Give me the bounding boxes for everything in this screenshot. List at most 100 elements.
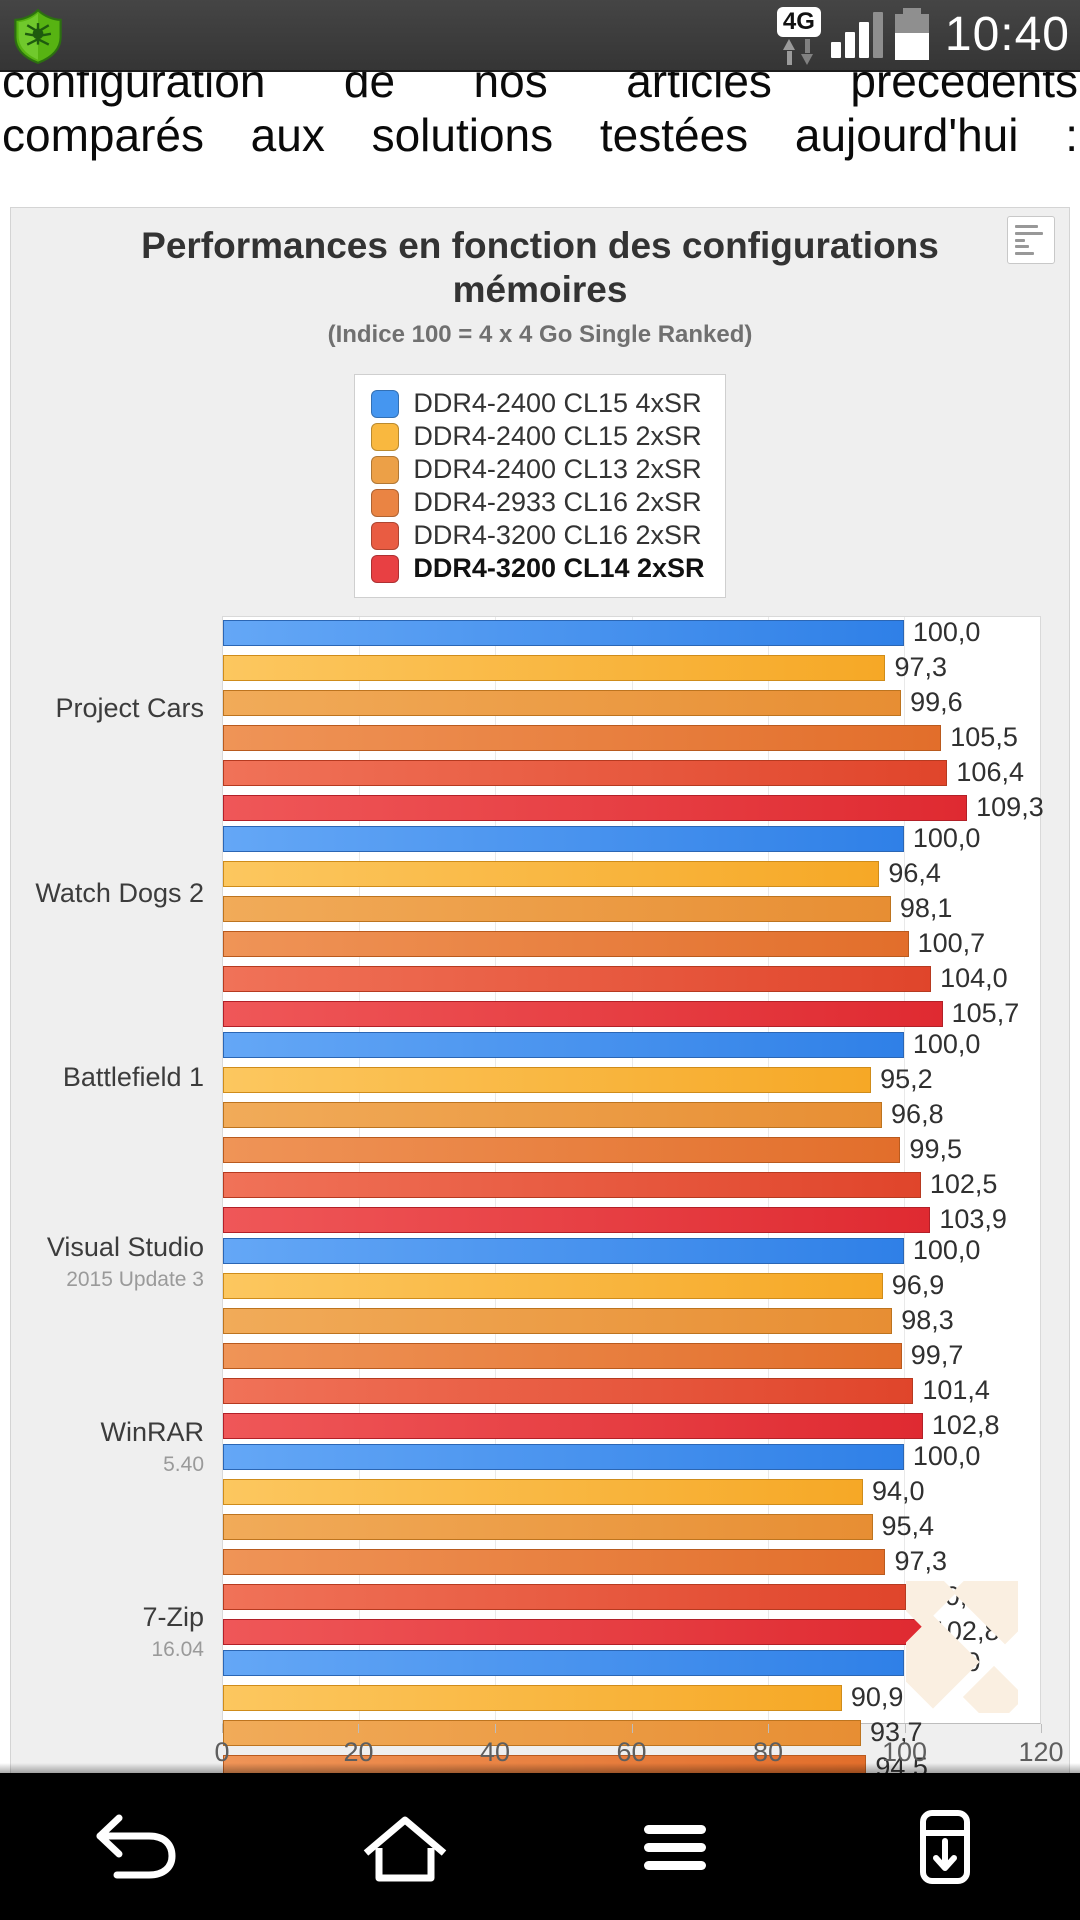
bar-row: 100,0 [223,1441,1040,1472]
bar [223,1377,914,1404]
bar-value-label: 100,7 [917,928,986,958]
category-name: Watch Dogs 2 [35,877,204,908]
x-axis-tick-label: 20 [343,1737,374,1767]
home-button[interactable] [325,1792,485,1902]
legend-item[interactable]: DDR4-2400 CL15 4xSR [371,387,704,420]
bar-group: 100,0 94,0 95,4 97,3 100,3 102,8 [223,1441,1040,1647]
bar-group: 100,0 96,4 98,1 100,7 104,0 105,7 [223,823,1040,1029]
category-name: Battlefield 1 [62,1062,204,1093]
category-name: Visual Studio [46,1232,204,1263]
category-subtitle: 5.40 [163,1453,204,1477]
x-axis-tick [631,1724,633,1733]
bar-value-label: 105,7 [951,998,1020,1028]
legend-swatch [371,455,400,484]
x-axis-tick-label: 0 [214,1737,230,1767]
bar [223,1583,906,1610]
bar-value-label: 106,4 [956,757,1024,787]
legend-swatch [371,422,400,451]
clock-time: 10:40 [944,8,1070,61]
legend-label: DDR4-3200 CL16 2xSR [413,520,702,550]
category-subtitle: 2015 Update 3 [66,1268,204,1292]
bar [223,794,968,821]
legend-item[interactable]: DDR4-3200 CL16 2xSR [371,519,704,552]
x-axis-tick-label: 80 [752,1737,784,1767]
legend-label: DDR4-2400 CL13 2xSR [413,454,702,484]
category-label: Visual Studio 2015 Update 3 [11,1170,222,1355]
bar-row: 99,7 [223,1340,1040,1371]
bar-value-label: 103,9 [939,1204,1007,1234]
gridline [631,617,633,1723]
back-icon [96,1814,176,1878]
bar [223,1031,904,1058]
category-name: 7-Zip [142,1601,204,1632]
bar-value-label: 100,0 [912,1235,981,1265]
bar-row: 103,9 [223,1204,1040,1235]
category-label: 7-Zip 16.04 [11,1539,222,1724]
bar-row: 96,4 [223,858,1040,889]
bar-group: 100,0 97,3 99,6 105,5 106,4 109,3 [223,617,1044,823]
bar-row: 100,0 [223,1235,1040,1266]
bar-row: 106,4 [223,757,1040,788]
x-axis-tick [494,1724,496,1733]
bar-value-label: 100,3 [914,1581,983,1611]
bar-row: 102,8 [223,1616,1040,1647]
bar-value-label: 100,0 [912,823,981,853]
bar-row: 100,0 [223,1029,1040,1060]
category-subtitle: 16.04 [151,1637,204,1661]
bar-groups: 100,0 97,3 99,6 105,5 106,4 109,3 100,0 96,4 98,… [223,617,1044,1852]
bar [223,825,904,852]
android-navigation-bar [0,1773,1080,1920]
bar [223,1307,893,1334]
menu-button[interactable] [595,1792,755,1902]
legend-label: DDR4-2400 CL15 2xSR [413,421,702,451]
legend-swatch [371,488,400,517]
pulldown-window-button[interactable] [865,1792,1025,1902]
bar-row: 96,8 [223,1099,1040,1130]
legend-item[interactable]: DDR4-2400 CL15 2xSR [371,420,704,453]
x-axis-tick [222,1724,223,1733]
network-4g-badge: 4G [776,7,821,37]
signal-strength-icon [830,12,883,58]
gridline [767,617,769,1723]
bar-group: 100,0 96,9 98,3 99,7 101,4 102,8 [223,1235,1040,1441]
bar [223,1272,883,1299]
legend-swatch [371,389,400,418]
bar-row: 109,3 [223,792,1044,823]
bar [223,1719,861,1746]
article-text: configuration de nos articles précédents… [0,72,1080,162]
bar-value-label: 95,2 [880,1064,933,1094]
x-axis-tick [1041,1724,1042,1733]
legend-item[interactable]: DDR4-2933 CL16 2xSR [371,486,704,519]
bar-row: 95,4 [223,1511,1040,1542]
bar [223,1066,872,1093]
bar-value-label: 96,9 [891,1270,945,1300]
bar-value-label: 98,3 [901,1305,954,1335]
bar [223,1548,886,1575]
bar-value-label: 102,8 [931,1616,1000,1646]
bar [223,860,880,887]
network-indicator: 4G [776,0,821,70]
legend-item[interactable]: DDR4-2400 CL13 2xSR [371,453,704,486]
article-line-1: configuration de nos articles précédents [2,72,1078,107]
bar-row: 99,6 [223,687,1040,718]
bar-value-label: 98,1 [899,893,953,923]
chart-export-menu-button[interactable] [1007,216,1055,264]
bar-row: 97,3 [223,1546,1040,1577]
category-name: Project Cars [55,692,204,723]
bar [223,1237,904,1264]
x-axis-tick [904,1724,906,1733]
x-axis-tick-label: 60 [616,1737,647,1767]
nav-bar-shadow [0,1763,1080,1773]
legend-swatch [371,521,400,550]
back-button[interactable] [55,1792,215,1902]
bar [223,1342,902,1369]
bar-row: 101,4 [223,1375,1040,1406]
bar-row: 98,1 [223,893,1040,924]
plot-area: 100,0 97,3 99,6 105,5 106,4 109,3 100,0 96,4 98,… [222,616,1044,1852]
bar-value-label: 100,0 [912,1647,981,1677]
bar [223,1000,943,1027]
legend-item[interactable]: DDR4-3200 CL14 2xSR [371,552,705,585]
bar-row: 98,3 [223,1305,1040,1336]
bar-value-label: 93,7 [869,1717,923,1747]
bar-value-label: 100,0 [912,1029,981,1059]
